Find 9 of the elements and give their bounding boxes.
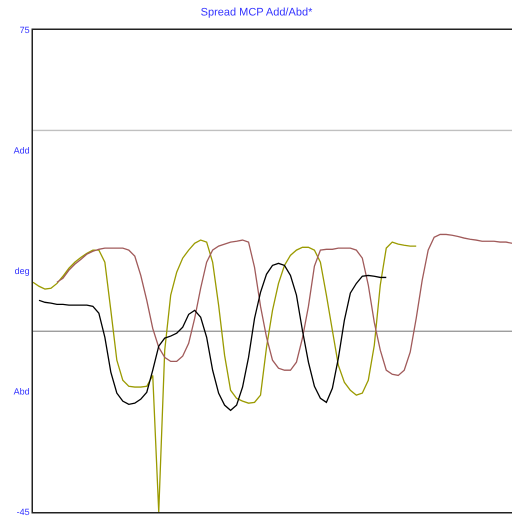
y-tick-label: deg xyxy=(14,266,30,276)
y-tick-label: -45 xyxy=(16,507,30,518)
line-series xyxy=(38,262,387,412)
y-tick-label: 75 xyxy=(20,25,30,36)
line-series xyxy=(33,239,417,512)
chart-title: Spread MCP Add/Abd* xyxy=(200,6,314,18)
y-tick-label: Add xyxy=(14,146,30,156)
y-tick-label: Abd xyxy=(14,386,30,397)
line-series xyxy=(56,234,512,376)
